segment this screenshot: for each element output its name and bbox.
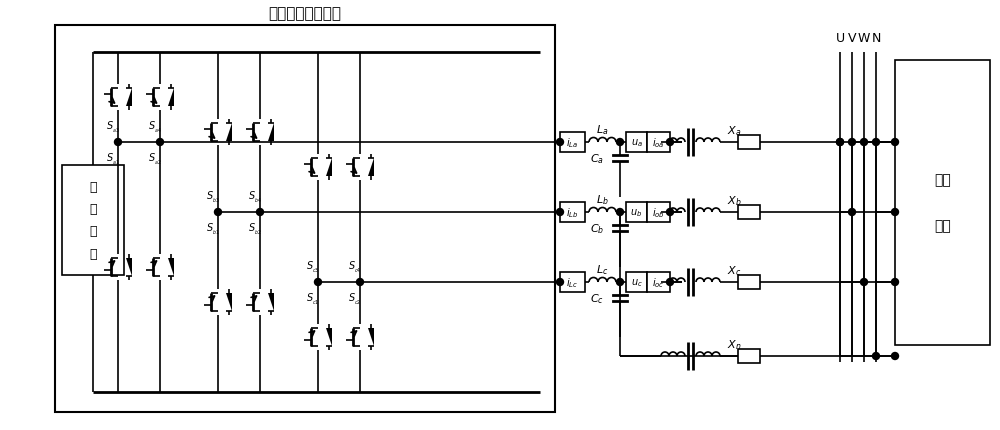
- Circle shape: [157, 139, 164, 146]
- Text: $i_{oc}$: $i_{oc}$: [652, 276, 665, 289]
- Bar: [62, 166, 124, 275]
- Bar: [560, 133, 585, 153]
- Polygon shape: [326, 328, 332, 346]
- Circle shape: [836, 139, 844, 146]
- Bar: [738, 206, 760, 219]
- Circle shape: [616, 279, 624, 286]
- Text: $S_{_{c1}}$: $S_{_{c1}}$: [306, 291, 320, 306]
- Circle shape: [892, 279, 898, 286]
- Circle shape: [848, 209, 856, 216]
- Polygon shape: [168, 258, 174, 276]
- Text: $C_b$: $C_b$: [590, 221, 604, 235]
- Text: $S_{_{b4}}$: $S_{_{b4}}$: [248, 189, 262, 204]
- Circle shape: [836, 139, 844, 146]
- Text: $S_{_{c2}}$: $S_{_{c2}}$: [348, 291, 362, 306]
- Bar: [626, 133, 647, 153]
- Text: $C_a$: $C_a$: [590, 152, 604, 166]
- Circle shape: [357, 279, 364, 286]
- Polygon shape: [368, 328, 374, 346]
- Text: 直: 直: [89, 181, 97, 194]
- Circle shape: [892, 139, 898, 146]
- Text: $i_{ob}$: $i_{ob}$: [652, 206, 665, 219]
- Text: $S_{_{a4}}$: $S_{_{a4}}$: [148, 119, 162, 134]
- Text: 流: 流: [89, 203, 97, 216]
- Circle shape: [556, 139, 564, 146]
- Text: $X_b$: $X_b$: [727, 194, 741, 207]
- Circle shape: [115, 139, 122, 146]
- Polygon shape: [368, 159, 374, 177]
- Text: $i_{Lb}$: $i_{Lb}$: [566, 206, 579, 219]
- Text: $S_{_{b1}}$: $S_{_{b1}}$: [206, 221, 220, 236]
- Circle shape: [556, 209, 564, 216]
- Bar: [626, 203, 647, 222]
- Circle shape: [892, 353, 898, 359]
- Bar: [647, 133, 670, 153]
- Circle shape: [860, 139, 868, 146]
- Text: $L_a$: $L_a$: [596, 123, 609, 137]
- Circle shape: [892, 209, 898, 216]
- Text: 源: 源: [89, 247, 97, 260]
- Text: $L_c$: $L_c$: [596, 262, 609, 276]
- Bar: [738, 275, 760, 289]
- Text: $u_c$: $u_c$: [631, 276, 642, 288]
- Bar: [738, 349, 760, 363]
- Text: U: U: [835, 32, 845, 46]
- Text: W: W: [858, 32, 870, 46]
- Polygon shape: [126, 258, 132, 276]
- Text: $i_{La}$: $i_{La}$: [566, 136, 579, 150]
- Text: 组合式三相逆变器: 组合式三相逆变器: [269, 6, 342, 22]
- Text: $X_c$: $X_c$: [727, 264, 741, 277]
- Text: $X_n$: $X_n$: [727, 337, 741, 351]
- Circle shape: [215, 209, 222, 216]
- Circle shape: [872, 139, 880, 146]
- Circle shape: [315, 279, 322, 286]
- Circle shape: [616, 209, 624, 216]
- Polygon shape: [126, 89, 132, 107]
- Text: $S_{_{a1}}$: $S_{_{a1}}$: [106, 151, 120, 166]
- Polygon shape: [226, 124, 232, 141]
- Text: $i_{oa}$: $i_{oa}$: [652, 136, 665, 150]
- Circle shape: [556, 279, 564, 286]
- Bar: [647, 203, 670, 222]
- Polygon shape: [268, 124, 274, 141]
- Circle shape: [860, 279, 868, 286]
- Text: $S_{_{a2}}$: $S_{_{a2}}$: [148, 151, 162, 166]
- Polygon shape: [326, 159, 332, 177]
- Text: N: N: [871, 32, 881, 46]
- Bar: [560, 203, 585, 222]
- Text: $C_c$: $C_c$: [590, 292, 604, 305]
- Circle shape: [666, 139, 674, 146]
- Bar: [895, 61, 990, 345]
- Circle shape: [257, 209, 264, 216]
- Text: $X_a$: $X_a$: [727, 124, 741, 138]
- Text: $S_{_{a3}}$: $S_{_{a3}}$: [106, 119, 120, 134]
- Text: 本地: 本地: [934, 173, 951, 187]
- Text: $S_{_{c4}}$: $S_{_{c4}}$: [348, 259, 362, 274]
- Text: $u_a$: $u_a$: [631, 137, 642, 148]
- Bar: [738, 136, 760, 150]
- Text: $L_b$: $L_b$: [596, 193, 609, 206]
- Text: $u_b$: $u_b$: [630, 207, 643, 218]
- Text: 负载: 负载: [934, 219, 951, 233]
- Bar: [626, 272, 647, 292]
- Circle shape: [666, 279, 674, 286]
- Text: $i_{Lc}$: $i_{Lc}$: [566, 276, 579, 289]
- Polygon shape: [226, 293, 232, 311]
- Text: 电: 电: [89, 225, 97, 238]
- Polygon shape: [268, 293, 274, 311]
- Text: $S_{_{b2}}$: $S_{_{b2}}$: [248, 221, 262, 236]
- Circle shape: [872, 353, 880, 359]
- Circle shape: [666, 209, 674, 216]
- Bar: [55, 26, 555, 412]
- Text: $S_{_{c3}}$: $S_{_{c3}}$: [306, 259, 320, 274]
- Bar: [647, 272, 670, 292]
- Bar: [560, 272, 585, 292]
- Polygon shape: [168, 89, 174, 107]
- Circle shape: [616, 139, 624, 146]
- Text: V: V: [848, 32, 856, 46]
- Text: $S_{_{b3}}$: $S_{_{b3}}$: [206, 189, 220, 204]
- Circle shape: [848, 139, 856, 146]
